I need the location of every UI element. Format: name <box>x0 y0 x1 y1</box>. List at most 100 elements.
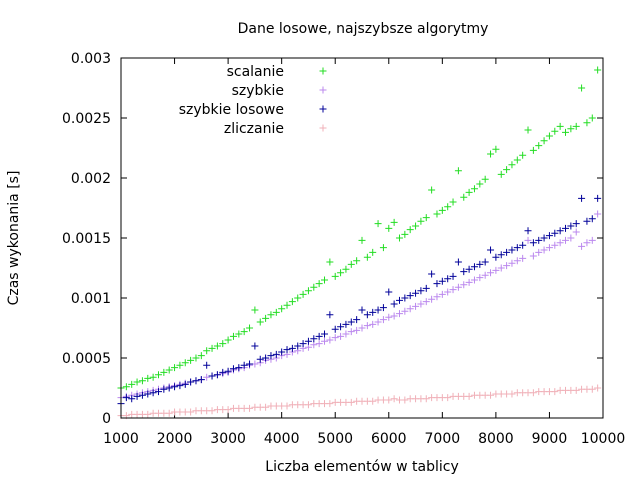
x-tick-label: 1000 <box>103 431 139 447</box>
data-point-szybkie <box>337 332 345 340</box>
data-point-scalanie <box>219 340 227 348</box>
data-point-zliczanie <box>326 400 334 408</box>
legend-marker-szybkie <box>319 86 327 94</box>
y-tick-label: 0.0005 <box>62 351 111 367</box>
data-point-scalanie <box>470 185 478 193</box>
data-point-scalanie <box>401 230 409 238</box>
data-point-scalanie <box>331 272 339 280</box>
x-tick-label: 9000 <box>532 431 568 447</box>
data-point-zliczanie <box>529 389 537 397</box>
data-point-szybkie-losowe <box>208 372 216 380</box>
data-point-szybkie-losowe <box>487 246 495 254</box>
data-point-scalanie <box>444 203 452 211</box>
data-point-scalanie <box>224 336 232 344</box>
data-point-szybkie-losowe <box>422 284 430 292</box>
data-point-scalanie <box>374 220 382 228</box>
data-point-scalanie <box>379 244 387 252</box>
data-point-szybkie <box>513 257 521 265</box>
data-point-scalanie <box>229 332 237 340</box>
y-tick-label: 0.0025 <box>62 111 111 127</box>
data-point-szybkie-losowe <box>122 394 130 402</box>
data-point-zliczanie <box>594 384 602 392</box>
data-point-scalanie <box>294 294 302 302</box>
data-point-scalanie <box>181 359 189 367</box>
data-point-szybkie-losowe <box>481 258 489 266</box>
x-tick-label: 3000 <box>210 431 246 447</box>
data-point-zliczanie <box>369 397 377 405</box>
data-point-scalanie <box>256 318 264 326</box>
data-point-szybkie-losowe <box>278 348 286 356</box>
data-point-szybkie <box>449 286 457 294</box>
data-point-zliczanie <box>487 391 495 399</box>
data-point-scalanie <box>385 224 393 232</box>
data-point-zliczanie <box>572 386 580 394</box>
data-point-scalanie <box>315 280 323 288</box>
data-point-szybkie-losowe <box>594 194 602 202</box>
data-point-szybkie-losowe <box>551 229 559 237</box>
data-point-szybkie <box>353 326 361 334</box>
data-point-szybkie-losowe <box>412 289 420 297</box>
data-point-szybkie-losowe <box>138 391 146 399</box>
data-point-scalanie <box>588 114 596 122</box>
data-point-scalanie <box>160 368 168 376</box>
data-point-scalanie <box>572 122 580 130</box>
data-point-scalanie <box>476 180 484 188</box>
data-point-scalanie <box>304 287 312 295</box>
data-point-szybkie-losowe <box>326 311 334 319</box>
data-point-scalanie <box>529 146 537 154</box>
x-tick-label: 10000 <box>581 431 626 447</box>
data-point-scalanie <box>235 330 243 338</box>
data-point-szybkie <box>390 312 398 320</box>
data-point-szybkie-losowe <box>529 239 537 247</box>
data-point-zliczanie <box>508 390 516 398</box>
data-point-scalanie <box>417 217 425 225</box>
y-tick-label: 0.002 <box>71 171 111 187</box>
data-point-scalanie <box>535 142 543 150</box>
x-tick-label: 8000 <box>478 431 514 447</box>
data-point-szybkie <box>481 271 489 279</box>
data-point-szybkie <box>363 322 371 330</box>
data-point-szybkie <box>572 228 580 236</box>
x-tick-label: 5000 <box>317 431 353 447</box>
data-point-szybkie <box>422 298 430 306</box>
data-point-szybkie <box>358 324 366 332</box>
series-zliczanie <box>117 384 602 420</box>
data-point-szybkie-losowe <box>444 275 452 283</box>
legend-label-scalanie: scalanie <box>227 64 284 80</box>
data-point-szybkie-losowe <box>353 316 361 324</box>
data-point-szybkie-losowe <box>390 300 398 308</box>
data-point-scalanie <box>556 122 564 130</box>
data-point-szybkie-losowe <box>470 263 478 271</box>
data-point-scalanie <box>540 137 548 145</box>
data-point-scalanie <box>154 371 162 379</box>
data-point-szybkie-losowe <box>342 320 350 328</box>
data-point-szybkie-losowe <box>519 241 527 249</box>
data-point-scalanie <box>487 150 495 158</box>
data-point-szybkie <box>401 307 409 315</box>
data-point-zliczanie <box>165 409 173 417</box>
data-point-szybkie <box>535 248 543 256</box>
data-point-scalanie <box>176 361 184 369</box>
data-point-scalanie <box>128 380 136 388</box>
data-point-szybkie-losowe <box>508 246 516 254</box>
data-point-szybkie <box>315 340 323 348</box>
data-point-szybkie-losowe <box>246 360 254 368</box>
data-point-szybkie-losowe <box>213 371 221 379</box>
data-point-scalanie <box>353 257 361 265</box>
data-point-scalanie <box>208 344 216 352</box>
axis-ticks: 1000 2000 3000 4000 5000 6000 7000 8000 9000 1000… <box>62 51 625 447</box>
data-point-scalanie <box>240 328 248 336</box>
data-point-scalanie <box>412 222 420 230</box>
data-point-szybkie <box>503 262 511 270</box>
data-point-szybkie <box>417 300 425 308</box>
data-point-szybkie-losowe <box>160 385 168 393</box>
data-point-szybkie-losowe <box>524 227 532 235</box>
data-point-szybkie-losowe <box>181 380 189 388</box>
data-point-szybkie-losowe <box>358 306 366 314</box>
data-point-scalanie <box>251 306 259 314</box>
data-point-szybkie-losowe <box>315 332 323 340</box>
data-point-zliczanie <box>208 407 216 415</box>
data-point-szybkie <box>556 239 564 247</box>
data-point-scalanie <box>278 305 286 313</box>
data-point-szybkie <box>545 244 553 252</box>
